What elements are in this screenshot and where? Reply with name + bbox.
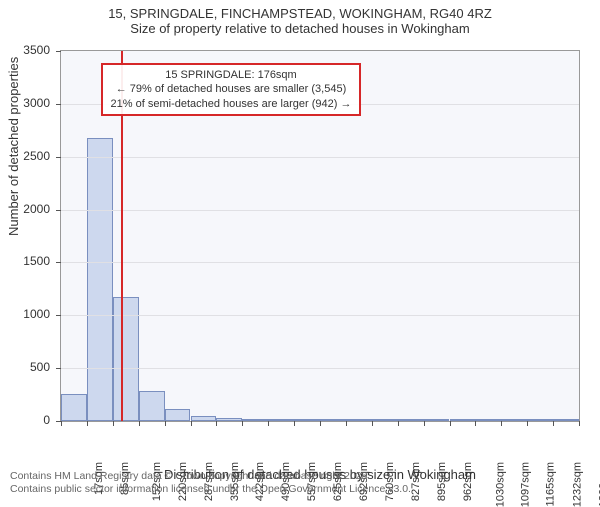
x-tick <box>191 421 192 426</box>
x-tick <box>398 421 399 426</box>
x-tick <box>424 421 425 426</box>
histogram-bar <box>216 418 242 421</box>
y-gridline <box>61 210 579 211</box>
x-tick <box>61 421 62 426</box>
y-gridline <box>61 315 579 316</box>
y-tick <box>56 104 61 105</box>
histogram-bar <box>61 394 87 421</box>
title-line-1: 15, SPRINGDALE, FINCHAMPSTEAD, WOKINGHAM… <box>0 6 600 21</box>
histogram-bar <box>553 419 579 421</box>
y-tick-label: 3500 <box>0 43 50 57</box>
x-tick <box>475 421 476 426</box>
footer-line-2: Contains public sector information licen… <box>10 483 411 496</box>
y-tick-label: 1500 <box>0 254 50 268</box>
chart-container: 15, SPRINGDALE, FINCHAMPSTEAD, WOKINGHAM… <box>0 0 600 500</box>
histogram-bar <box>372 419 398 421</box>
histogram-bar <box>346 419 372 421</box>
annotation-line-3: 21% of semi-detached houses are larger (… <box>111 97 352 111</box>
y-tick <box>56 262 61 263</box>
y-tick-label: 3000 <box>0 96 50 110</box>
histogram-bar <box>139 391 165 421</box>
x-tick <box>113 421 114 426</box>
y-gridline <box>61 157 579 158</box>
histogram-bar <box>527 419 553 421</box>
x-tick <box>501 421 502 426</box>
y-tick <box>56 210 61 211</box>
histogram-bar <box>320 419 346 421</box>
x-tick <box>527 421 528 426</box>
x-tick <box>346 421 347 426</box>
annotation-line-2: ← 79% of detached houses are smaller (3,… <box>111 82 352 96</box>
footer-attribution: Contains HM Land Registry data © Crown c… <box>10 470 411 496</box>
x-tick <box>553 421 554 426</box>
histogram-bar <box>450 419 476 421</box>
histogram-bar <box>424 419 450 421</box>
histogram-bar <box>294 419 320 421</box>
title-line-2: Size of property relative to detached ho… <box>0 21 600 36</box>
y-tick-label: 500 <box>0 360 50 374</box>
x-tick <box>216 421 217 426</box>
x-tick <box>87 421 88 426</box>
y-gridline <box>61 262 579 263</box>
x-tick <box>242 421 243 426</box>
y-tick-label: 1000 <box>0 307 50 321</box>
plot-area: 15 SPRINGDALE: 176sqm ← 79% of detached … <box>60 50 580 422</box>
y-tick <box>56 315 61 316</box>
x-tick <box>450 421 451 426</box>
histogram-bar <box>165 409 191 421</box>
histogram-bar <box>501 419 527 421</box>
y-tick <box>56 368 61 369</box>
y-tick-label: 2000 <box>0 202 50 216</box>
chart-title-block: 15, SPRINGDALE, FINCHAMPSTEAD, WOKINGHAM… <box>0 0 600 38</box>
x-tick <box>579 421 580 426</box>
y-tick-label: 0 <box>0 413 50 427</box>
x-tick <box>320 421 321 426</box>
histogram-bar <box>242 419 268 421</box>
annotation-box: 15 SPRINGDALE: 176sqm ← 79% of detached … <box>101 63 362 116</box>
x-tick <box>139 421 140 426</box>
y-tick <box>56 157 61 158</box>
histogram-bar <box>398 419 424 421</box>
y-tick-label: 2500 <box>0 149 50 163</box>
x-tick <box>372 421 373 426</box>
y-gridline <box>61 368 579 369</box>
footer-line-1: Contains HM Land Registry data © Crown c… <box>10 470 411 483</box>
histogram-bar <box>268 419 294 421</box>
histogram-bar <box>87 138 113 421</box>
x-tick <box>165 421 166 426</box>
histogram-bar <box>475 419 501 421</box>
histogram-bar <box>191 416 217 421</box>
x-tick <box>268 421 269 426</box>
annotation-line-1: 15 SPRINGDALE: 176sqm <box>111 68 352 82</box>
x-tick <box>294 421 295 426</box>
y-tick <box>56 51 61 52</box>
